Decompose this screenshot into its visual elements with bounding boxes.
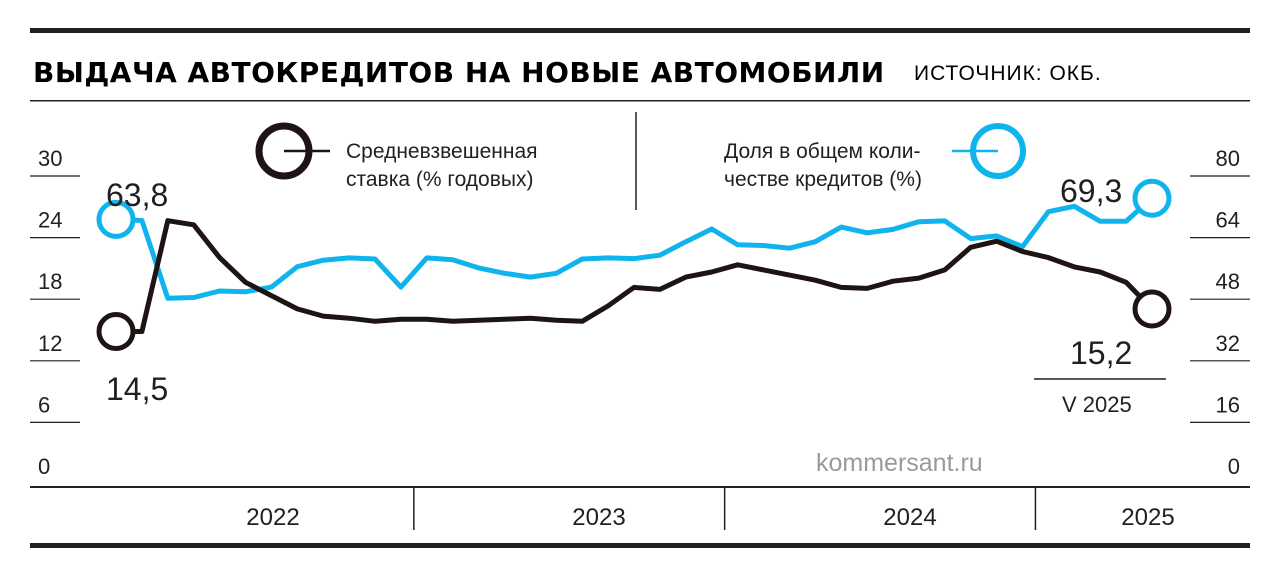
right-y-axis: 0 16 32 48 64 80 <box>1190 146 1250 479</box>
legend: Средневзвешенная ставка (% годовых) Доля… <box>255 112 1026 210</box>
right-tick-label: 16 <box>1216 392 1240 417</box>
rate-start-marker <box>96 312 136 352</box>
series-line-share <box>115 196 1154 301</box>
legend-rate-line-1: Средневзвешенная <box>346 140 538 163</box>
end-period-label: V 2025 <box>1062 392 1132 417</box>
chart-title: ВЫДАЧА АВТОКРЕДИТОВ НА НОВЫЕ АВТОМОБИЛИ <box>33 56 885 89</box>
x-axis-line <box>30 486 1250 488</box>
legend-item-share: Доля в общем коли- честве кредитов (%) <box>724 123 1026 191</box>
x-label-2025: 2025 <box>1121 504 1174 531</box>
share-start-label: 63,8 <box>106 177 168 213</box>
legend-share-marker <box>970 123 1026 179</box>
right-tick-label: 48 <box>1216 269 1240 294</box>
chart-source: ИСТОЧНИК: ОКБ. <box>914 62 1102 85</box>
legend-share-line-1: Доля в общем коли- <box>724 140 920 163</box>
rate-end-marker <box>1132 289 1172 329</box>
rate-end-label: 15,2 <box>1070 335 1132 371</box>
share-start-marker <box>96 199 136 239</box>
left-tick-label: 12 <box>38 331 62 356</box>
left-y-axis: 0 6 12 18 24 30 <box>30 146 80 479</box>
top-rule <box>30 28 1250 33</box>
x-label-2024: 2024 <box>883 504 936 531</box>
right-tick-label: 80 <box>1216 146 1240 171</box>
legend-rate-line-2: ставка (% годовых) <box>346 168 533 191</box>
series-line-rate <box>116 218 1154 334</box>
right-tick-label: 0 <box>1228 454 1240 479</box>
share-end-label: 69,3 <box>1060 173 1122 209</box>
left-tick-label: 18 <box>38 269 62 294</box>
legend-item-rate: Средневзвешенная ставка (% годовых) <box>255 122 538 191</box>
left-tick-label: 0 <box>38 454 50 479</box>
left-tick-label: 24 <box>38 208 62 233</box>
legend-share-line-2: честве кредитов (%) <box>724 168 922 191</box>
right-tick-label: 32 <box>1216 331 1240 356</box>
rate-start-label: 14,5 <box>106 371 168 407</box>
x-label-2022: 2022 <box>246 504 299 531</box>
watermark: kommersant.ru <box>816 449 983 477</box>
right-tick-label: 64 <box>1216 208 1240 233</box>
header-divider <box>30 100 1250 102</box>
bottom-rule <box>30 543 1250 548</box>
share-end-marker <box>1132 178 1172 218</box>
x-label-2023: 2023 <box>572 504 625 531</box>
left-tick-label: 6 <box>38 392 50 417</box>
year-dividers <box>413 488 1037 530</box>
left-tick-label: 30 <box>38 146 62 171</box>
